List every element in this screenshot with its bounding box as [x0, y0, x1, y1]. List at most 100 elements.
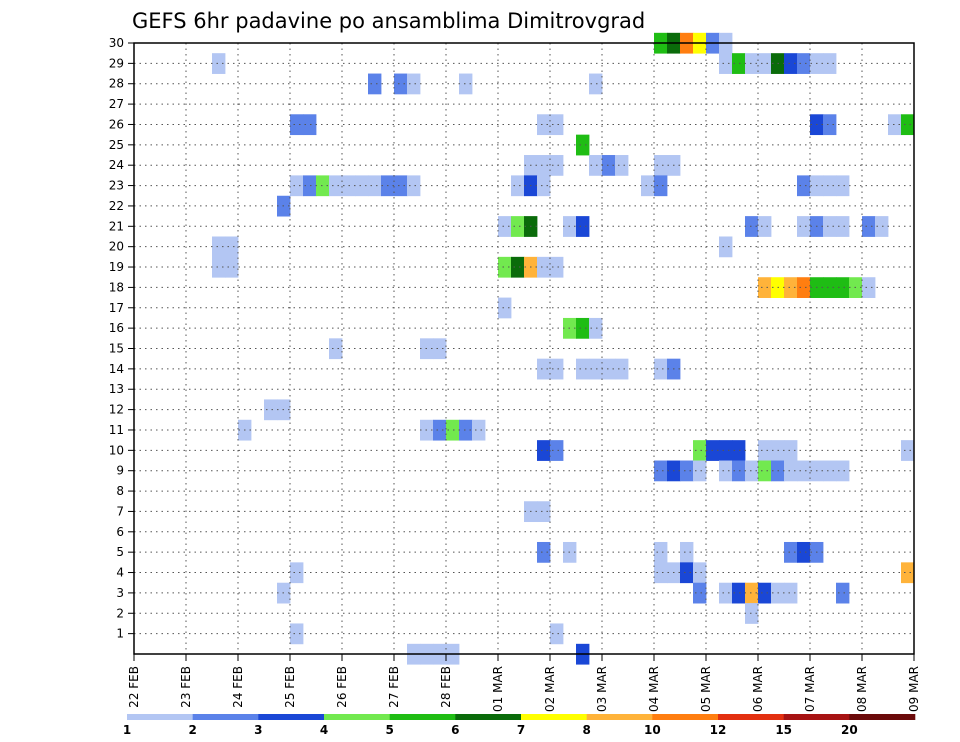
colorbar-label: 5 — [385, 723, 393, 737]
x-tick-label: 03 MAR — [595, 666, 609, 712]
heatmap-cell — [459, 419, 473, 441]
heatmap-cell — [732, 440, 746, 461]
heatmap-cell — [537, 256, 551, 278]
colorbar-segment — [849, 714, 916, 720]
heatmap-cell — [459, 73, 473, 95]
heatmap-cell — [797, 53, 811, 74]
colorbar-segment — [652, 714, 719, 720]
heatmap-cell — [758, 277, 772, 298]
heatmap-cell — [654, 175, 668, 197]
y-tick-label: 2 — [116, 606, 124, 620]
heatmap-cell — [797, 216, 811, 237]
heatmap-cell — [329, 175, 343, 197]
heatmap-cell — [836, 216, 850, 237]
colorbar-segment — [521, 714, 587, 720]
heatmap-cell — [576, 317, 590, 339]
y-tick-label: 15 — [109, 342, 124, 356]
heatmap-cell — [654, 460, 668, 482]
y-tick-label: 17 — [109, 301, 124, 315]
heatmap-cell — [225, 256, 239, 278]
heatmap-cell — [290, 175, 304, 197]
colorbar-label: 15 — [775, 723, 792, 737]
colorbar-label: 3 — [254, 723, 262, 737]
colorbar-segment — [718, 714, 784, 720]
heatmap-cell — [446, 419, 460, 441]
heatmap-cell — [745, 603, 759, 624]
heatmap-cell — [329, 338, 343, 360]
heatmap-cell — [654, 358, 668, 380]
colorbar-label: 1 — [123, 723, 131, 737]
heatmap-cell — [498, 216, 512, 237]
heatmap-cell — [537, 501, 551, 523]
heatmap-cell — [745, 53, 759, 74]
heatmap-cell — [615, 155, 629, 176]
heatmap-cell — [680, 460, 694, 482]
heatmap-cell — [758, 440, 772, 461]
heatmap-cell — [875, 216, 889, 237]
y-tick-label: 6 — [116, 525, 124, 539]
heatmap-cell — [758, 53, 772, 74]
heatmap-cell — [433, 419, 447, 441]
colorbar-segment — [324, 714, 390, 720]
heatmap-cell — [784, 541, 798, 563]
heatmap-cell — [758, 216, 772, 237]
heatmap-cell — [589, 73, 603, 95]
y-tick-label: 13 — [109, 382, 124, 396]
heatmap-cell — [797, 175, 811, 197]
heatmap-cell — [784, 440, 798, 461]
heatmap-cell — [654, 562, 668, 584]
heatmap-cell — [823, 460, 837, 482]
heatmap-cell — [797, 541, 811, 563]
heatmap-cell — [784, 277, 798, 298]
heatmap-cell — [693, 440, 707, 461]
heatmap-cell — [719, 236, 733, 258]
y-tick-label: 5 — [116, 545, 124, 559]
x-tick-label: 06 MAR — [751, 666, 765, 712]
heatmap-cell — [654, 155, 668, 176]
y-tick-label: 4 — [116, 566, 124, 580]
heatmap-cell — [615, 358, 629, 380]
heatmap-cell — [784, 460, 798, 482]
heatmap-cell — [836, 277, 850, 298]
x-tick-label: 05 MAR — [699, 666, 713, 712]
heatmap-cell — [758, 582, 772, 604]
x-tick-label: 02 MAR — [543, 666, 557, 712]
heatmap-cell — [225, 236, 239, 258]
x-tick-label: 04 MAR — [647, 666, 661, 712]
y-tick-label: 9 — [116, 464, 124, 478]
colorbar-segment — [192, 714, 259, 720]
heatmap-cell — [537, 155, 551, 176]
heatmap-cell — [901, 562, 915, 584]
y-tick-label: 26 — [109, 117, 124, 131]
x-tick-label: 23 FEB — [179, 666, 193, 708]
heatmap-cell — [368, 73, 382, 95]
heatmap-cell — [719, 53, 733, 74]
y-tick-label: 24 — [109, 158, 124, 172]
y-tick-label: 19 — [109, 260, 124, 274]
heatmap-cell — [511, 216, 525, 237]
heatmap-cell — [758, 460, 772, 482]
x-tick-label: 01 MAR — [491, 666, 505, 712]
heatmap-cell — [693, 562, 707, 584]
heatmap-cell — [602, 155, 616, 176]
heatmap-cell — [901, 440, 915, 461]
heatmap-cell — [693, 460, 707, 482]
heatmap-cell — [823, 216, 837, 237]
heatmap-cell — [576, 216, 590, 237]
colorbar-label: 20 — [841, 723, 858, 737]
x-tick-label: 24 FEB — [231, 666, 245, 708]
heatmap-cell — [680, 541, 694, 563]
heatmap-cell — [745, 582, 759, 604]
heatmap-cell — [745, 460, 759, 482]
y-tick-label: 20 — [109, 240, 124, 254]
colorbar-segment — [389, 714, 456, 720]
x-tick-label: 08 MAR — [855, 666, 869, 712]
x-tick-label: 27 FEB — [387, 666, 401, 708]
heatmap-cell — [394, 73, 408, 95]
heatmap-cell — [693, 582, 707, 604]
heatmap-cell — [537, 358, 551, 380]
heatmap-cell — [407, 73, 421, 95]
colorbar: 1 2 3 4 5 6 7 8 10 12 15 20 — [123, 714, 916, 737]
heatmap-cell — [823, 277, 837, 298]
heatmap-cell — [823, 175, 837, 197]
